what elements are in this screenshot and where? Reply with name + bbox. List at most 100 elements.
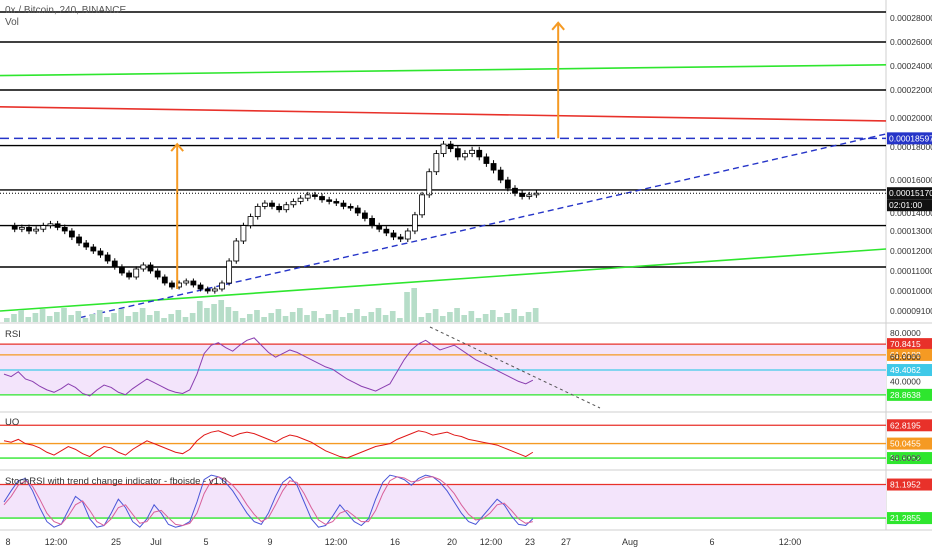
time-tick-label: 12:00 xyxy=(45,537,68,547)
candle xyxy=(83,242,90,248)
candle xyxy=(254,205,261,217)
symbol-title: 0x / Bitcoin, 240, BINANCE xyxy=(5,5,126,16)
candle xyxy=(140,264,147,270)
candle xyxy=(354,207,361,214)
osc-tick-label: 60.0000 xyxy=(890,352,921,362)
volume-bar xyxy=(311,311,317,322)
volume-bar xyxy=(354,309,360,322)
time-tick-label: 12:00 xyxy=(480,537,503,547)
level-tag: 81.1952 xyxy=(890,480,921,490)
volume-bar xyxy=(511,309,518,322)
current-price-tag-bg xyxy=(887,187,932,200)
volume-bar xyxy=(297,308,303,322)
price-tick-label: 0.00028000 xyxy=(890,13,932,23)
candle xyxy=(426,171,433,196)
volume-bar xyxy=(497,317,503,322)
candle xyxy=(47,223,54,227)
volume-bar xyxy=(161,318,167,322)
volume-bar xyxy=(146,315,153,322)
candle xyxy=(333,201,340,204)
target-arrow-head xyxy=(170,142,184,152)
candle xyxy=(483,156,490,164)
volume-bar xyxy=(447,312,453,322)
volume-bar xyxy=(204,308,210,322)
candle xyxy=(283,204,290,211)
volume-bar xyxy=(189,313,196,322)
volume-bar xyxy=(375,308,382,322)
time-tick-label: 23 xyxy=(525,537,535,547)
candle xyxy=(119,266,125,274)
volume-bar xyxy=(418,317,425,322)
volume-bar xyxy=(518,316,525,322)
candle xyxy=(183,280,190,284)
osc-tick-label: 40.0000 xyxy=(890,376,921,386)
volume-bar xyxy=(425,313,432,322)
candle xyxy=(97,250,104,256)
candle xyxy=(362,212,368,219)
candle xyxy=(390,232,397,238)
rsi-divergence-line xyxy=(429,326,601,409)
level-tag-bg xyxy=(887,338,932,351)
candle xyxy=(161,276,168,284)
level-tag-bg xyxy=(887,437,932,450)
volume-bar xyxy=(404,292,410,322)
volume-bar xyxy=(218,300,225,322)
candle xyxy=(247,216,254,227)
price-tick-label: 0.00009100 xyxy=(890,306,932,316)
candle xyxy=(133,268,140,278)
candle xyxy=(233,240,240,262)
volume-bar xyxy=(275,309,282,322)
candle xyxy=(261,202,268,207)
countdown-tag-bg xyxy=(887,199,932,212)
osc-tick-label: 80.0000 xyxy=(890,328,921,338)
candle xyxy=(326,199,333,202)
candle xyxy=(290,201,297,206)
overbought-oversold-band xyxy=(0,484,886,519)
level-tag-bg xyxy=(887,452,932,465)
volume-bar xyxy=(54,312,60,322)
volume-bar xyxy=(361,316,367,322)
candle xyxy=(126,272,132,278)
candle xyxy=(154,270,161,278)
candle xyxy=(454,148,461,158)
candle xyxy=(447,143,454,150)
price-tick-label: 0.00013000 xyxy=(890,226,932,236)
panel-title: StochRSI with trend change indicator - f… xyxy=(5,476,227,487)
volume-bar xyxy=(254,310,260,322)
volume-bar xyxy=(32,313,39,322)
candle xyxy=(347,205,354,209)
red-resistance-line xyxy=(0,106,887,122)
candle xyxy=(26,226,32,232)
candle xyxy=(76,236,82,244)
volume-bar xyxy=(468,311,475,322)
volume-bar xyxy=(347,313,353,322)
volume-bar xyxy=(139,308,146,322)
candle xyxy=(147,264,154,272)
volume-bar xyxy=(304,315,310,322)
volume-bar xyxy=(525,312,532,322)
target-arrow-head xyxy=(551,21,565,31)
volume-bar xyxy=(397,318,403,322)
volume-bar xyxy=(282,316,289,322)
time-tick-label: 12:00 xyxy=(779,537,802,547)
current-price-tag: 0.00015170 xyxy=(889,188,932,198)
price-tick-label: 0.00018000 xyxy=(890,142,932,152)
volume-bar xyxy=(411,288,418,322)
volume-bar xyxy=(96,310,103,322)
volume-bar xyxy=(4,318,10,322)
volume-bar xyxy=(25,317,32,322)
volume-bar xyxy=(318,318,325,322)
candle xyxy=(319,196,325,201)
candle xyxy=(211,288,218,292)
volume-label: Vol xyxy=(5,17,19,28)
price-tick-label: 0.00026000 xyxy=(890,37,932,47)
candle xyxy=(90,246,97,252)
candle xyxy=(440,143,447,155)
volume-bar xyxy=(68,315,74,322)
time-tick-label: 12:00 xyxy=(325,537,348,547)
volume-bar xyxy=(475,318,482,322)
volume-bar xyxy=(46,316,53,322)
candle xyxy=(526,194,533,197)
